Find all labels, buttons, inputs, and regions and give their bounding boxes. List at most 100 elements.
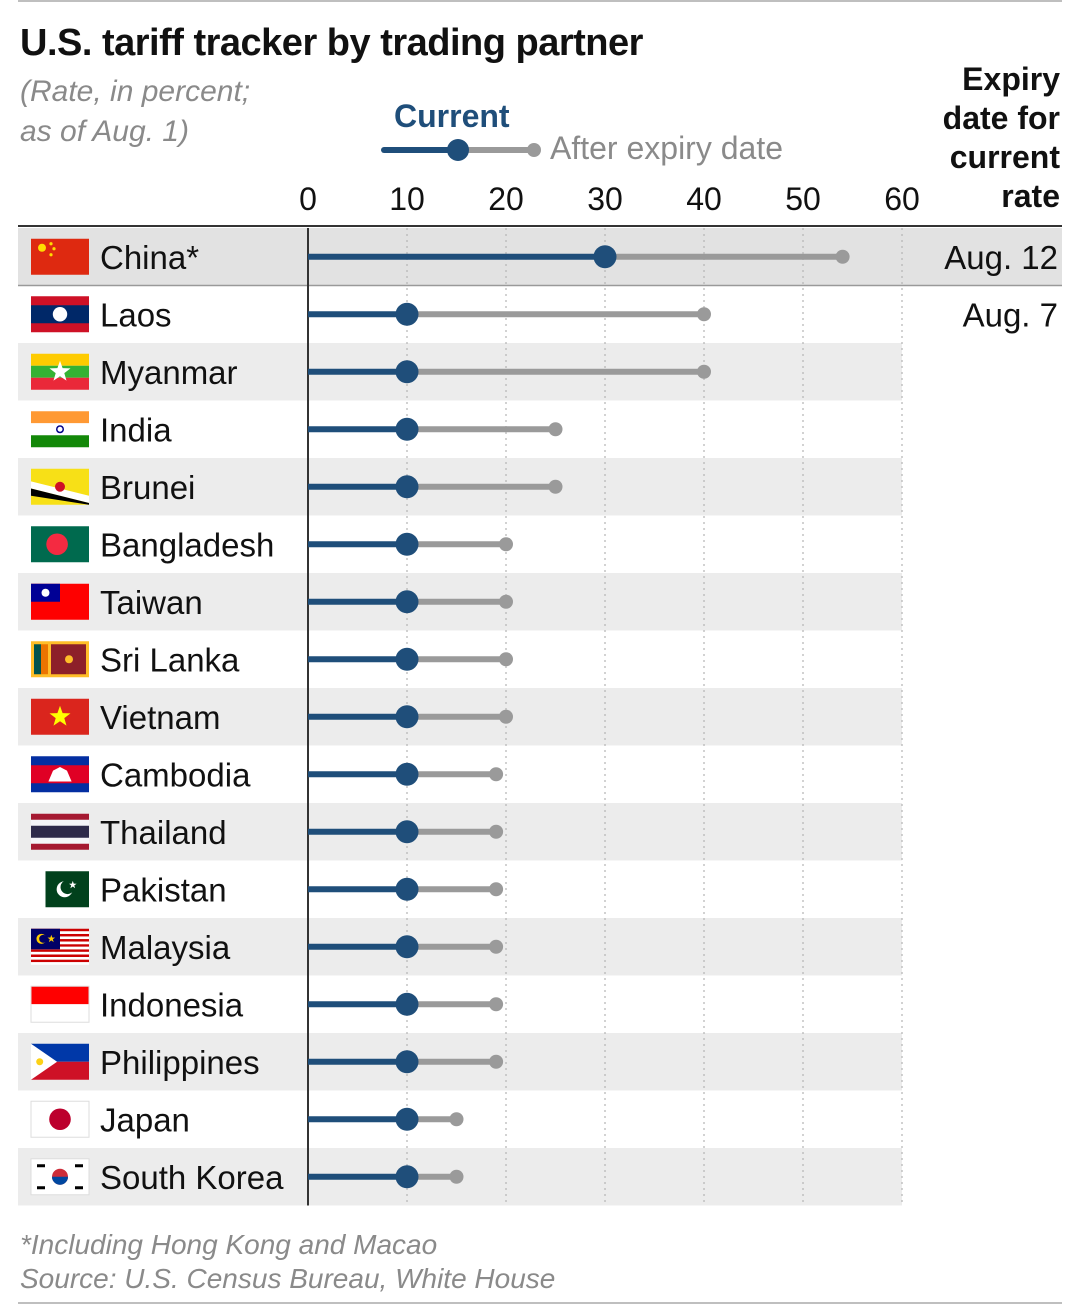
x-tick-label: 60 <box>884 181 920 217</box>
country-label: Laos <box>100 296 172 333</box>
country-label: Philippines <box>100 1044 260 1081</box>
after-expiry-dot <box>489 939 504 954</box>
x-tick-label: 20 <box>488 181 524 217</box>
chart-row: Cambodia <box>31 756 504 793</box>
country-label: Thailand <box>100 814 227 851</box>
country-label: South Korea <box>100 1159 284 1196</box>
country-label: China* <box>100 239 199 276</box>
country-label: Indonesia <box>100 986 244 1023</box>
expiry-date-label: Aug. 12 <box>944 239 1058 276</box>
china-flag <box>31 238 89 275</box>
after-expiry-dot <box>835 249 850 264</box>
country-label: Sri Lanka <box>100 641 240 678</box>
country-label: Pakistan <box>100 871 227 908</box>
current-rate-dot <box>395 532 419 556</box>
top-rule <box>18 0 1062 2</box>
country-label: Vietnam <box>100 699 220 736</box>
after-expiry-dot <box>449 1112 464 1127</box>
philippines-flag <box>31 1043 89 1080</box>
expiry-header-line-3: current <box>949 139 1060 175</box>
chart-row: Laos Aug. 7 <box>31 296 1058 333</box>
legend-marker <box>381 139 541 161</box>
x-tick-label: 50 <box>785 181 821 217</box>
footnote-source: Source: U.S. Census Bureau, White House <box>20 1263 556 1294</box>
chart-row: Myanmar <box>31 353 711 391</box>
chart-title: U.S. tariff tracker by trading partner <box>20 22 643 64</box>
country-label: Taiwan <box>100 584 203 621</box>
legend-current-dot <box>447 139 469 161</box>
current-rate-dot <box>395 302 419 326</box>
x-tick-label: 40 <box>686 181 722 217</box>
subtitle-line-1: (Rate, in percent; <box>20 75 251 108</box>
after-expiry-dot <box>499 652 513 667</box>
current-rate-dot <box>593 245 617 269</box>
expiry-header-line-4: rate <box>1001 178 1060 214</box>
after-expiry-dot <box>449 1169 464 1184</box>
subtitle-line-2: as of Aug. 1) <box>20 115 189 148</box>
country-label: Bangladesh <box>100 526 274 563</box>
country-label: India <box>100 411 172 448</box>
x-tick-label: 0 <box>299 181 317 217</box>
chart-row: China* Aug. 12 <box>31 238 1058 276</box>
current-rate-dot <box>395 1050 419 1074</box>
current-rate-dot <box>395 935 419 959</box>
laos-flag <box>31 296 89 333</box>
chart-row: Malaysia <box>31 928 504 966</box>
expiry-date-label: Aug. 7 <box>963 296 1058 333</box>
sri-lanka-flag <box>31 641 89 678</box>
after-expiry-dot <box>489 1054 504 1069</box>
after-expiry-dot <box>548 479 563 494</box>
after-expiry-dot <box>499 537 513 552</box>
after-expiry-dot <box>548 422 563 437</box>
chart-subtitle: (Rate, in percent; as of Aug. 1) <box>20 72 320 152</box>
expiry-column-header: Expiry date for current rate <box>870 60 1060 216</box>
chart-row: Thailand <box>31 813 504 851</box>
malaysia-flag <box>31 928 89 965</box>
chart-row: Taiwan <box>31 583 513 621</box>
brunei-flag <box>31 468 89 505</box>
current-rate-dot <box>395 1107 419 1131</box>
after-expiry-dot <box>489 882 504 897</box>
legend-after-label: After expiry date <box>550 130 783 166</box>
after-expiry-dot <box>499 594 513 609</box>
dumbbell-chart: 0 10 20 30 40 50 60 China* Aug. 12 Laos Aug. 7 Myan… <box>18 181 1062 1206</box>
chart-row: Philippines <box>31 1043 504 1081</box>
country-label: Brunei <box>100 469 195 506</box>
after-expiry-dot <box>489 767 504 782</box>
country-label: Malaysia <box>100 929 231 966</box>
current-rate-dot <box>395 992 419 1016</box>
india-flag <box>31 411 89 448</box>
chart-row: Bangladesh <box>31 526 513 563</box>
chart-row: Japan <box>30 1100 464 1138</box>
chart-row: India <box>31 411 563 448</box>
current-rate-dot <box>395 360 419 384</box>
current-rate-dot <box>395 1165 419 1189</box>
chart-row: South Korea <box>30 1158 464 1196</box>
current-rate-dot <box>395 762 419 786</box>
chart-row: Vietnam <box>31 698 513 736</box>
x-tick-label: 10 <box>389 181 425 217</box>
myanmar-flag <box>31 353 89 390</box>
current-rate-dot <box>395 647 419 671</box>
gridlines <box>406 228 903 1206</box>
footnote: *Including Hong Kong and Macao Source: U… <box>20 1228 555 1296</box>
footnote-note: *Including Hong Kong and Macao <box>20 1229 438 1260</box>
current-rate-dot <box>395 877 419 901</box>
current-rate-dot <box>395 820 419 844</box>
chart-row: Brunei <box>31 468 563 506</box>
current-rate-dot <box>395 705 419 729</box>
after-expiry-dot <box>499 709 513 724</box>
chart-row: Sri Lanka <box>31 641 513 678</box>
x-tick-label: 30 <box>587 181 623 217</box>
country-label: Myanmar <box>100 354 238 391</box>
taiwan-flag <box>31 583 89 620</box>
south-korea-flag <box>30 1158 90 1196</box>
after-expiry-dot <box>489 997 504 1012</box>
country-label: Cambodia <box>100 756 251 793</box>
after-expiry-dot <box>489 824 504 839</box>
chart-row: Indonesia <box>30 985 504 1023</box>
chart-row: Pakistan <box>31 871 504 908</box>
expiry-header-line-2: date for <box>942 100 1060 136</box>
row-bands <box>18 228 1062 1206</box>
